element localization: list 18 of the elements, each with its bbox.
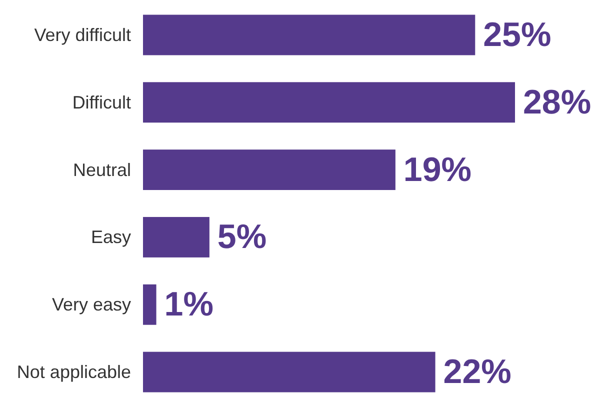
bar xyxy=(143,150,396,190)
data-label: 22% xyxy=(443,353,512,392)
bar xyxy=(143,216,210,258)
bar xyxy=(143,82,515,123)
data-label: 19% xyxy=(403,150,472,189)
bar xyxy=(143,14,476,56)
bar xyxy=(143,352,436,392)
y-tick-label: Very difficult xyxy=(34,24,131,45)
data-label: 5% xyxy=(217,218,267,256)
y-tick-label: Difficult xyxy=(72,92,131,112)
y-tick-label: Easy xyxy=(90,227,131,248)
y-tick-label: Neutral xyxy=(72,160,131,180)
data-label: 25% xyxy=(483,16,552,54)
bar xyxy=(143,284,156,325)
data-label: 28% xyxy=(523,83,592,122)
data-label: 1% xyxy=(164,286,214,324)
y-tick-label: Very easy xyxy=(52,294,131,315)
y-tick-label: Not applicable xyxy=(16,362,131,382)
